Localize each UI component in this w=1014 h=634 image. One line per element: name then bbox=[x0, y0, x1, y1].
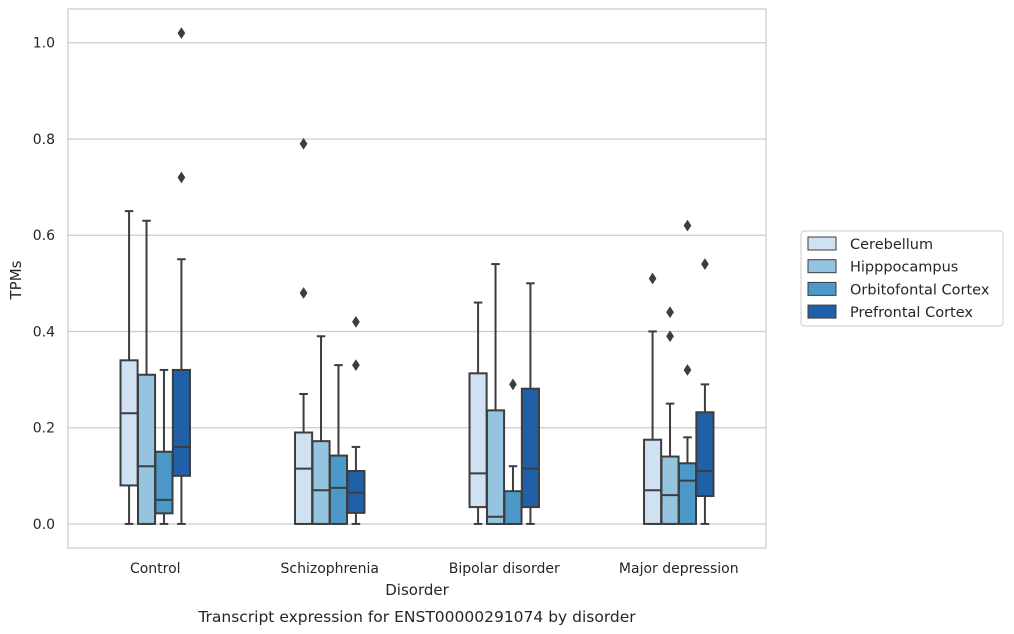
legend-label: Orbitofontal Cortex bbox=[850, 282, 990, 298]
y-tick-label: 0.8 bbox=[33, 132, 55, 148]
x-tick-label: Major depression bbox=[619, 561, 739, 577]
legend-swatch bbox=[807, 281, 837, 296]
series-orbitofontal-cortex bbox=[154, 219, 698, 525]
legend-label: Cerebellum bbox=[850, 237, 933, 253]
box bbox=[468, 372, 488, 509]
chart-caption: Transcript expression for ENST0000029107… bbox=[197, 608, 636, 626]
box bbox=[485, 409, 506, 525]
box bbox=[294, 431, 314, 525]
outlier-point bbox=[701, 258, 709, 271]
outlier-point bbox=[352, 359, 360, 372]
box bbox=[520, 387, 540, 509]
y-tick-label: 0.6 bbox=[33, 228, 55, 244]
box bbox=[171, 368, 191, 477]
legend-label: Prefrontal Cortex bbox=[850, 305, 973, 321]
y-axis-ticks: 0.0 0.2 0.4 0.6 0.8 1.0 bbox=[33, 36, 55, 533]
box bbox=[660, 455, 680, 525]
y-tick-label: 0.2 bbox=[33, 421, 55, 437]
y-tick-label: 1.0 bbox=[33, 36, 55, 52]
outlier-point bbox=[352, 315, 360, 328]
outlier-point bbox=[683, 219, 692, 232]
outlier-point bbox=[299, 286, 308, 299]
box bbox=[677, 462, 698, 525]
legend-label: Hipppocampus bbox=[850, 260, 958, 276]
x-axis-ticks: Control Schizophrenia Bipolar disorder Majo… bbox=[130, 561, 739, 577]
series-hipppocampus bbox=[136, 219, 680, 525]
outlier-point bbox=[509, 378, 517, 391]
outlier-point bbox=[666, 330, 674, 343]
y-axis-label: TPMs bbox=[7, 260, 25, 300]
outlier-point bbox=[299, 137, 308, 150]
legend-swatch bbox=[807, 236, 837, 251]
outlier-point bbox=[666, 306, 674, 319]
legend: Cerebellum Hipppocampus Orbitofontal Corte… bbox=[800, 230, 1004, 327]
x-tick-label: Bipolar disorder bbox=[449, 561, 560, 577]
box bbox=[695, 411, 715, 498]
outlier-point bbox=[177, 171, 186, 184]
x-axis-label: Disorder bbox=[385, 581, 449, 599]
box-series bbox=[119, 27, 715, 525]
x-tick-label: Schizophrenia bbox=[281, 561, 379, 577]
legend-items: Cerebellum Hipppocampus Orbitofontal Corte… bbox=[807, 236, 990, 321]
y-tick-label: 0.0 bbox=[33, 517, 55, 533]
legend-swatch bbox=[807, 304, 837, 319]
box bbox=[119, 359, 139, 487]
box bbox=[328, 454, 349, 525]
x-tick-label: Control bbox=[130, 561, 181, 577]
y-tick-label: 0.4 bbox=[33, 324, 55, 340]
box bbox=[503, 490, 523, 525]
outlier-point bbox=[648, 272, 657, 285]
outlier-point bbox=[683, 363, 692, 376]
series-prefrontal-cortex bbox=[171, 27, 715, 525]
box bbox=[643, 438, 663, 525]
legend-swatch bbox=[807, 259, 837, 274]
outlier-point bbox=[177, 27, 186, 40]
legend-frame bbox=[800, 230, 1004, 327]
box bbox=[154, 450, 174, 515]
box bbox=[136, 373, 157, 525]
box bbox=[311, 440, 331, 525]
plot-area-frame bbox=[67, 8, 767, 549]
